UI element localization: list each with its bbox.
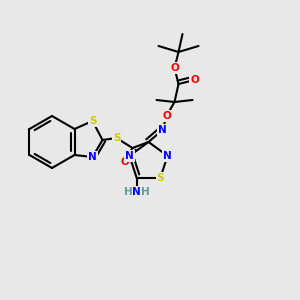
- Text: S: S: [89, 116, 96, 126]
- Text: N: N: [132, 187, 141, 197]
- Text: N: N: [125, 151, 134, 161]
- Text: H: H: [141, 187, 149, 197]
- Text: N: N: [158, 125, 167, 135]
- Text: N: N: [163, 151, 172, 161]
- Text: S: S: [157, 173, 164, 183]
- Text: O: O: [170, 63, 179, 73]
- Text: H: H: [124, 187, 133, 197]
- Text: N: N: [88, 152, 97, 162]
- Text: O: O: [162, 111, 171, 121]
- Text: S: S: [113, 133, 120, 143]
- Text: O: O: [120, 157, 129, 167]
- Text: O: O: [190, 75, 199, 85]
